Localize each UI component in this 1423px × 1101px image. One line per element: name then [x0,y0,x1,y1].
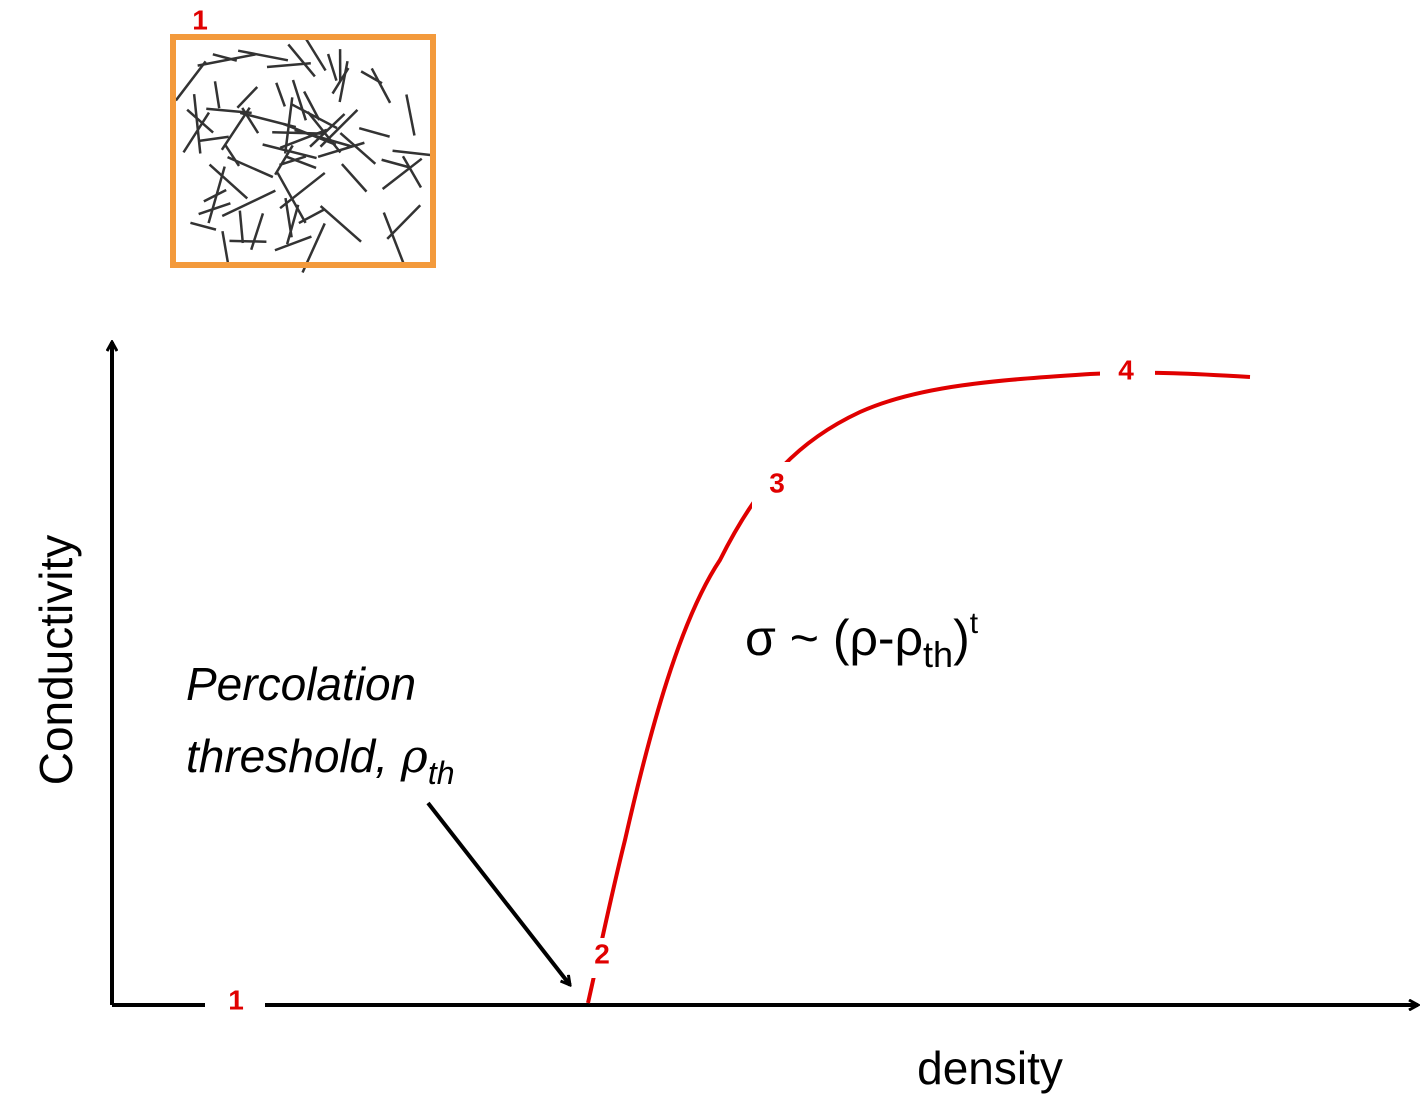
stick [194,94,200,153]
stick [359,128,389,136]
stick [198,54,256,65]
formula-subscript: th [923,634,953,675]
stick [240,211,243,243]
stick [210,165,248,199]
stick [225,145,239,166]
stick [288,44,315,76]
stick [318,143,364,157]
stick [198,137,229,141]
annotation-symbol: ρ [400,729,428,783]
formula-superscript: t [970,607,979,640]
formula-main: σ ~ (ρ-ρ [745,610,923,666]
stick [406,94,414,135]
diagram: 1 1 2 3 4 Conductivity density Percolati… [0,0,1423,1101]
stick [229,241,266,242]
point-label: 1 [228,984,244,1015]
stick [228,157,273,177]
stick [190,223,216,230]
annotation: Percolation [186,658,416,710]
stick [222,231,228,263]
stick [306,39,325,70]
stick [215,81,219,108]
inset-label: 1 [192,4,208,35]
stick [176,61,206,100]
y-axis-label: Conductivity [30,535,82,786]
page: 1 1 2 3 4 Conductivity density Percolati… [0,0,1423,1101]
stick [275,237,311,251]
stick [283,124,335,145]
formula-close: ) [953,610,970,666]
stick [276,83,285,107]
stick [342,164,367,192]
stick [393,151,431,155]
point-label: 4 [1118,354,1134,385]
annotation: threshold, ρth [186,729,455,791]
stick [291,104,337,128]
stick [320,110,357,147]
stick [293,80,306,120]
stick [209,167,225,223]
stick [383,159,422,189]
point-label: 2 [594,938,610,969]
inset-sticks [176,39,430,272]
annotation-text: threshold, [186,730,401,782]
formula: σ ~ (ρ-ρth)t [745,607,979,675]
annotation-arrow [428,803,570,985]
stick [321,206,361,242]
x-axis-label: density [917,1042,1063,1094]
stick [328,54,336,81]
stick [372,68,390,102]
conductivity-curve [588,373,1250,1003]
stick [237,87,257,108]
point-label: 3 [769,467,785,498]
stick [251,213,263,249]
annotation-subscript: th [428,755,455,791]
stick [384,213,405,267]
